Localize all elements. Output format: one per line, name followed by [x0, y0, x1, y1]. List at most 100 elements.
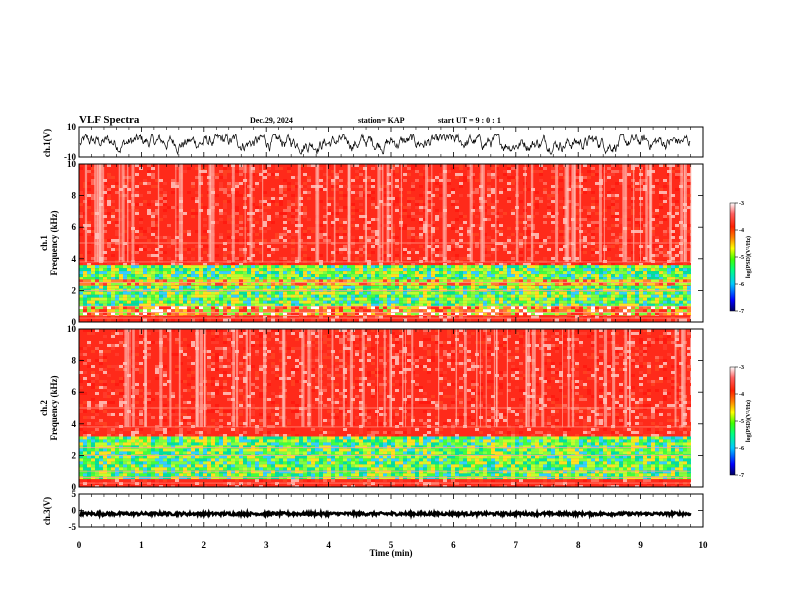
spectrogram-cell	[355, 300, 359, 304]
spectrogram-cell	[335, 248, 339, 251]
spectrogram-cell	[595, 277, 599, 280]
spectrogram-cell	[443, 268, 447, 272]
spectrogram-cell	[563, 265, 567, 269]
spectrogram-cell	[219, 236, 223, 239]
spectrogram-cell	[199, 303, 203, 307]
spectrogram-cell	[383, 242, 387, 245]
spectrogram-cell	[459, 194, 463, 197]
spectrogram-cell	[215, 277, 219, 280]
spectrogram-cell	[139, 268, 143, 272]
spectrogram-cell	[227, 282, 231, 286]
spectrogram-cell	[119, 257, 123, 260]
spectrogram-cell	[599, 282, 603, 286]
spectrogram-cell	[459, 167, 463, 170]
spectrogram-cell	[147, 209, 151, 212]
spectrogram-cell	[655, 309, 659, 313]
spectrogram-cell	[407, 309, 411, 313]
spectrogram-cell	[575, 309, 579, 313]
spectrogram-cell	[279, 294, 283, 298]
spectrogram-cell	[115, 294, 119, 298]
spectrogram-cell	[591, 265, 595, 269]
spectrogram-cell	[167, 294, 171, 298]
spectrogram-cell	[491, 212, 495, 215]
spectrogram-cell	[155, 279, 159, 283]
spectrogram-cell	[227, 294, 231, 298]
spectrogram-cell	[315, 271, 319, 275]
spectrogram-cell	[239, 248, 243, 251]
spectrogram-cell	[239, 309, 243, 313]
spectrogram-cell	[167, 279, 171, 283]
spectrogram-cell	[115, 309, 119, 313]
spectrogram-cell	[635, 265, 639, 269]
spectrogram-cell	[187, 268, 191, 272]
spectrogram-cell	[399, 291, 403, 295]
spectrogram-cell	[179, 294, 183, 298]
spectrogram-cell	[155, 242, 159, 245]
spectrogram-cell	[471, 312, 475, 316]
spectrogram-cell	[611, 282, 615, 286]
spectrogram-cell	[135, 271, 139, 275]
spectrogram-cell	[499, 315, 503, 319]
spectrogram-cell	[311, 242, 315, 245]
spectrogram-cell	[399, 297, 403, 301]
spectrogram-cell	[343, 218, 347, 221]
spectrogram-cell	[119, 245, 123, 248]
spectrogram-cell	[143, 294, 147, 298]
spectrogram-cell	[307, 306, 311, 310]
spectrogram-cell	[299, 239, 303, 242]
spectrogram-cell	[107, 164, 111, 167]
spectrogram-cell	[479, 318, 483, 322]
spectrogram-cell	[223, 279, 227, 283]
spectrogram-cell	[171, 203, 175, 206]
spectrogram-cell	[427, 279, 431, 283]
spectrogram-cell	[263, 297, 267, 301]
spectrogram-cell	[171, 271, 175, 275]
spectrogram-cell	[639, 282, 643, 286]
spectrogram-cell	[127, 173, 131, 176]
spectrogram-cell	[315, 300, 319, 304]
spectrogram-cell	[499, 282, 503, 286]
spectrogram-cell	[583, 312, 587, 316]
spectrogram-cell	[475, 277, 479, 280]
spectrogram-cell	[91, 300, 95, 304]
spectrogram-cell	[395, 277, 399, 280]
spectrogram-cell	[251, 300, 255, 304]
spectrogram-cell	[427, 245, 431, 248]
spectrogram-cell	[119, 291, 123, 295]
spectrogram-cell	[115, 185, 119, 188]
spectrogram-cell	[563, 282, 567, 286]
spectrogram-cell	[471, 200, 475, 203]
spectrogram-cell	[535, 197, 539, 200]
spectrogram-cell	[575, 297, 579, 301]
spectrogram-cell	[447, 315, 451, 319]
spectrogram-cell	[327, 294, 331, 298]
spectrogram-cell	[167, 236, 171, 239]
spectrogram-cell	[223, 254, 227, 257]
spectrogram-cell	[667, 277, 671, 280]
spectrogram-cell	[351, 224, 355, 227]
spectrogram-cell	[287, 312, 291, 316]
spectrogram-cell	[87, 309, 91, 313]
spectrogram-cell	[327, 282, 331, 286]
spectrogram-cell	[343, 265, 347, 269]
spectrogram-cell	[511, 309, 515, 313]
spectrogram-cell	[647, 297, 651, 301]
spectrogram-cell	[579, 294, 583, 298]
spectrogram-cell	[375, 300, 379, 304]
spectrogram-cell	[315, 279, 319, 283]
spectrogram-cell	[255, 263, 259, 266]
spectrogram-cell	[519, 285, 523, 289]
spectrogram-cell	[367, 265, 371, 269]
spectrogram-cell	[87, 182, 91, 185]
spectrogram-cell	[291, 185, 295, 188]
spectrogram-cell	[539, 303, 543, 307]
spectrogram-cell	[267, 254, 271, 257]
spectrogram-cell	[107, 188, 111, 191]
spectrogram-cell	[371, 291, 375, 295]
spectrogram-cell	[447, 282, 451, 286]
spectrogram-cell	[275, 306, 279, 310]
spectrogram-cell	[123, 242, 127, 245]
spectrogram-cell	[503, 291, 507, 295]
spectrogram-cell	[183, 291, 187, 295]
spectrogram-cell	[487, 277, 491, 280]
